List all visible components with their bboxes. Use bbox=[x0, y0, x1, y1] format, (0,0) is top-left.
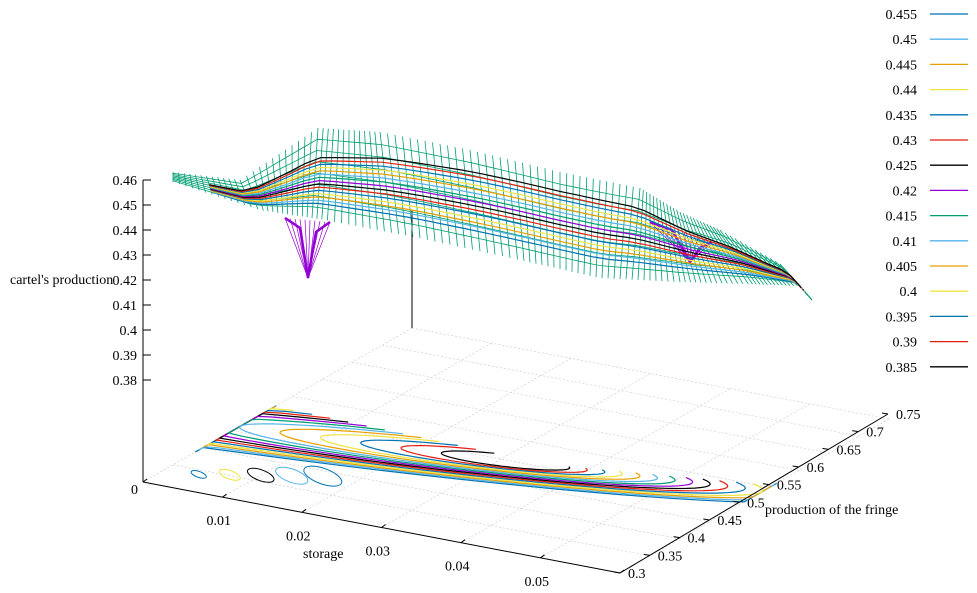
y-tick bbox=[822, 448, 828, 449]
legend-label: 0.39 bbox=[893, 336, 918, 351]
y-tick-label: 0.35 bbox=[658, 549, 683, 564]
y-tick-label: 0.55 bbox=[777, 479, 802, 494]
legend-label: 0.435 bbox=[886, 109, 918, 124]
z-tick-label: 0.39 bbox=[113, 349, 138, 364]
legend-label: 0.44 bbox=[893, 84, 918, 99]
legend-item: 0.41 bbox=[893, 235, 969, 250]
contour-loop bbox=[190, 469, 207, 480]
legend-label: 0.4 bbox=[900, 285, 918, 300]
legend-label: 0.445 bbox=[886, 58, 918, 73]
x-tick bbox=[541, 555, 545, 558]
legend-label: 0.395 bbox=[886, 310, 918, 325]
x-tick-label: 0.01 bbox=[207, 514, 232, 529]
x-tick bbox=[302, 509, 306, 512]
z-axis-label: cartel's production bbox=[10, 273, 113, 288]
contour-loop bbox=[274, 464, 310, 488]
x-tick bbox=[223, 494, 227, 497]
legend-label: 0.43 bbox=[893, 134, 918, 149]
legend-label: 0.455 bbox=[886, 8, 918, 23]
legend-item: 0.44 bbox=[893, 84, 969, 99]
y-tick bbox=[614, 572, 620, 573]
legend-item: 0.435 bbox=[886, 109, 969, 124]
y-tick-label: 0.3 bbox=[628, 567, 646, 582]
surface-mesh-line bbox=[173, 139, 812, 300]
grid-line-y bbox=[382, 345, 859, 436]
x-tick-label: 0.02 bbox=[286, 529, 311, 544]
x-tick-label: 0.05 bbox=[525, 575, 550, 588]
y-tick bbox=[793, 466, 799, 467]
legend-item: 0.43 bbox=[893, 134, 969, 149]
x-axis-label: storage bbox=[303, 547, 343, 562]
y-tick bbox=[852, 431, 858, 432]
contour-loop bbox=[218, 467, 242, 482]
z-tick-label: 0.45 bbox=[113, 199, 138, 214]
contour-loop bbox=[301, 462, 344, 490]
x-tick-label: 0.03 bbox=[366, 545, 391, 560]
grid-line-x bbox=[382, 374, 651, 528]
base-grid bbox=[143, 328, 889, 573]
legend: 0.455 0.45 0.445 0.44 0.435 0.43 0.425 0.42 0.41… bbox=[886, 8, 969, 376]
y-tick-label: 0.75 bbox=[896, 408, 921, 423]
y-tick-label: 0.65 bbox=[836, 443, 861, 458]
legend-label: 0.405 bbox=[886, 260, 918, 275]
y-tick-label: 0.7 bbox=[866, 426, 884, 441]
z-tick-label: 0.43 bbox=[113, 249, 138, 264]
legend-item: 0.395 bbox=[886, 310, 969, 325]
legend-item: 0.39 bbox=[893, 336, 969, 351]
y-tick bbox=[882, 413, 888, 414]
legend-label: 0.42 bbox=[893, 184, 918, 199]
y-tick bbox=[703, 519, 709, 520]
y-tick-label: 0.4 bbox=[688, 532, 706, 547]
y-tick-label: 0.6 bbox=[807, 461, 825, 476]
x-tick-label: 0 bbox=[131, 483, 138, 498]
grid-line-y bbox=[173, 465, 650, 556]
grid-line-y bbox=[322, 379, 799, 470]
legend-item: 0.455 bbox=[886, 8, 969, 23]
z-tick-label: 0.4 bbox=[120, 324, 138, 339]
legend-item: 0.385 bbox=[886, 361, 969, 376]
z-tick-label: 0.46 bbox=[113, 174, 138, 189]
y-axis-label: production of the fringe bbox=[765, 503, 898, 518]
legend-item: 0.425 bbox=[886, 159, 969, 174]
legend-label: 0.45 bbox=[893, 33, 918, 48]
x-tick bbox=[461, 540, 465, 543]
x-tick-label: 0.04 bbox=[445, 560, 470, 575]
z-tick-label: 0.44 bbox=[113, 224, 138, 239]
z-tick-label: 0.42 bbox=[113, 274, 138, 289]
z-tick-label: 0.41 bbox=[113, 299, 138, 314]
legend-label: 0.41 bbox=[893, 235, 918, 250]
z-axis-ticks: 0.38 0.39 0.4 0.41 0.42 0.43 0.44 0.45 0.46 bbox=[113, 174, 152, 389]
y-tick-label: 0.45 bbox=[717, 514, 742, 529]
legend-item: 0.45 bbox=[893, 33, 969, 48]
contour-line bbox=[441, 451, 569, 470]
legend-label: 0.385 bbox=[886, 361, 918, 376]
y-tick bbox=[763, 484, 769, 485]
z-tick-label: 0.38 bbox=[113, 374, 138, 389]
legend-label: 0.415 bbox=[886, 210, 918, 225]
base-contours bbox=[190, 406, 776, 502]
surface-mesh bbox=[173, 128, 812, 300]
x-tick bbox=[143, 479, 147, 482]
legend-item: 0.42 bbox=[893, 184, 969, 199]
legend-item: 0.445 bbox=[886, 58, 969, 73]
legend-item: 0.405 bbox=[886, 260, 969, 275]
y-tick-label: 0.5 bbox=[747, 496, 765, 511]
legend-item: 0.4 bbox=[900, 285, 969, 300]
legend-item: 0.415 bbox=[886, 210, 969, 225]
surface-fold-ruling bbox=[308, 222, 325, 278]
legend-label: 0.425 bbox=[886, 159, 918, 174]
x-tick bbox=[382, 525, 386, 528]
